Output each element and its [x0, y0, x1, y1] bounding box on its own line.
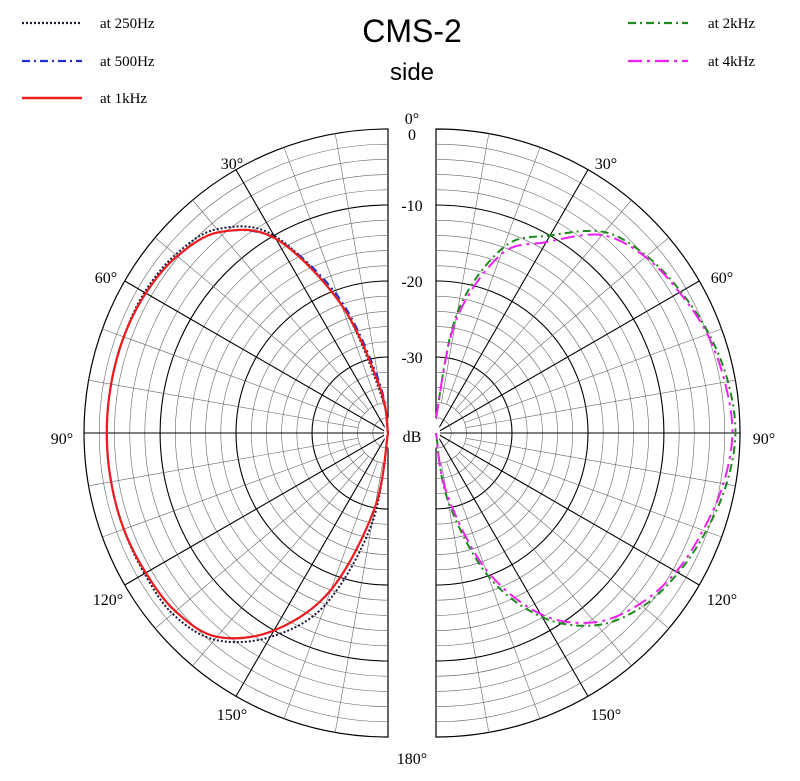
series-line-at-2khz [435, 229, 737, 627]
left-spoke [283, 147, 378, 405]
left-spoke [124, 280, 389, 434]
right-spoke [464, 443, 722, 538]
right-spoke [459, 452, 670, 629]
right-spoke [435, 432, 700, 586]
left-spoke [124, 432, 389, 586]
center-mask [384, 405, 440, 461]
right-spoke [464, 328, 722, 423]
chart-subtitle: side [390, 59, 434, 86]
angle-tick-label: 180° [397, 751, 427, 768]
angle-tick-label: 30° [221, 156, 243, 173]
angle-tick-label: 0° [405, 111, 419, 128]
series-line-at-1khz [105, 228, 390, 640]
right-spoke [446, 461, 541, 719]
right-spoke [446, 147, 541, 405]
left-spoke [154, 452, 365, 629]
right-spoke [455, 456, 632, 667]
angle-tick-label: 60° [711, 270, 733, 287]
radial-tick-label: -20 [401, 274, 422, 291]
series-line-at-4khz [435, 233, 734, 624]
angle-tick-label: 60° [95, 270, 117, 287]
right-panel-outline [435, 128, 741, 738]
angle-tick-label: 150° [591, 707, 621, 724]
right-spoke [459, 237, 670, 414]
left-spoke [334, 133, 384, 404]
right-spoke [440, 462, 490, 733]
axis-labels: 0° 30° 60° 90° 120° 150° 180° 30° 60° 90° 120° 150°… [51, 111, 775, 768]
angle-tick-label: 150° [217, 707, 247, 724]
chart-title: CMS-2 [362, 13, 462, 49]
angle-tick-label: 30° [595, 156, 617, 173]
left-spoke [102, 443, 360, 538]
left-spoke [235, 432, 389, 697]
legend: at 250Hz at 500Hz at 1kHz at 2kHz at 4kHz [22, 16, 755, 107]
right-spoke [440, 133, 490, 404]
legend-label: at 1kHz [100, 91, 147, 107]
left-spoke [154, 237, 365, 414]
legend-label: at 4kHz [708, 54, 755, 70]
angle-tick-label: 120° [707, 592, 737, 609]
left-spoke [88, 379, 359, 429]
radial-tick-label: -10 [401, 198, 422, 215]
angle-tick-label: 120° [93, 592, 123, 609]
radial-unit-label: dB [403, 429, 422, 446]
right-spoke [455, 199, 632, 410]
legend-label: at 2kHz [708, 16, 755, 32]
legend-label: at 500Hz [100, 54, 155, 70]
right-spoke [465, 437, 736, 487]
radial-tick-label: -30 [401, 350, 422, 367]
left-spoke [235, 169, 389, 434]
left-spoke [192, 456, 369, 667]
left-spoke [192, 199, 369, 410]
right-spoke [435, 432, 589, 697]
left-spoke [88, 437, 359, 487]
right-spoke [435, 280, 700, 434]
series-curves [105, 225, 737, 644]
left-panel-outline [83, 128, 389, 738]
right-spoke [435, 169, 589, 434]
series-line-at-250hz [105, 225, 389, 644]
left-spoke [102, 328, 360, 423]
radial-tick-label: 0 [408, 127, 416, 144]
legend-label: at 250Hz [100, 16, 155, 32]
right-spoke [465, 379, 736, 429]
angle-tick-label: 90° [753, 431, 775, 448]
angle-tick-label: 90° [51, 431, 73, 448]
polar-grid [83, 128, 741, 738]
